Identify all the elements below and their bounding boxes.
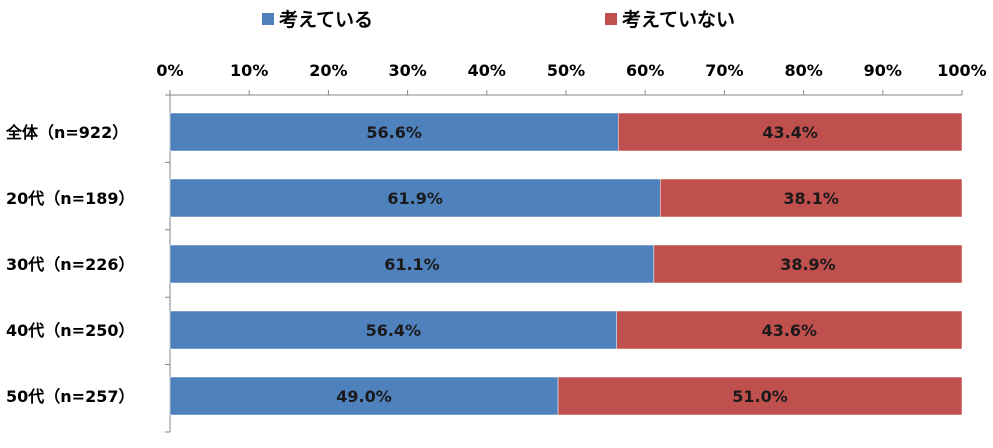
data-label: 43.4% <box>762 123 818 142</box>
x-tick-label: 0% <box>156 61 183 80</box>
data-label: 43.6% <box>762 321 818 340</box>
bar-segment-thinking <box>169 310 617 350</box>
x-tick-label: 40% <box>468 61 506 80</box>
data-label: 38.1% <box>783 189 839 208</box>
data-label: 38.9% <box>780 255 836 274</box>
legend-swatch-1 <box>262 13 274 25</box>
legend: 考えている 考えていない <box>262 9 735 31</box>
x-tick-label: 20% <box>309 61 347 80</box>
legend-label-1: 考えている <box>279 9 373 31</box>
legend-swatch-2 <box>605 13 617 25</box>
category-label: 30代（n=226） <box>6 255 134 274</box>
category-label: 50代（n=257） <box>6 387 134 406</box>
data-label: 56.4% <box>366 321 422 340</box>
data-label: 61.9% <box>387 189 443 208</box>
category-labels: 全体（n=922） 20代（n=189） 30代（n=226） 40代（n=250） 5… <box>5 123 134 406</box>
x-tick-label: 100% <box>937 61 986 80</box>
bar-segment-not-thinking <box>618 112 963 152</box>
x-tick-label: 90% <box>864 61 902 80</box>
bar-segment-thinking <box>169 112 619 152</box>
bars: 56.6% 43.4% 61.9% 38.1% 61.1% 38.9% 56.4% 43.6%… <box>169 112 963 416</box>
x-tick-label: 30% <box>388 61 426 80</box>
x-tick-label: 60% <box>626 61 664 80</box>
bar-segment-thinking <box>169 376 559 416</box>
legend-label-2: 考えていない <box>622 9 735 31</box>
data-label: 56.6% <box>366 123 422 142</box>
bar-segment-not-thinking <box>616 310 963 350</box>
x-tick-label: 10% <box>230 61 268 80</box>
data-label: 61.1% <box>384 255 440 274</box>
category-label: 全体（n=922） <box>5 123 128 142</box>
category-label: 20代（n=189） <box>6 189 134 208</box>
data-label: 51.0% <box>732 387 788 406</box>
data-label: 49.0% <box>336 387 392 406</box>
bar-segment-thinking <box>169 244 655 284</box>
bar-segment-not-thinking <box>659 178 963 218</box>
bar-segment-thinking <box>169 178 661 218</box>
category-label: 40代（n=250） <box>6 321 134 340</box>
x-tick-label: 80% <box>784 61 822 80</box>
x-tick-label: 70% <box>705 61 743 80</box>
x-axis-ticks: 0% 10% 20% 30% 40% 50% 60% 70% 80% 90% 100% <box>156 61 986 80</box>
bar-segment-not-thinking <box>557 376 963 416</box>
bar-segment-not-thinking <box>653 244 963 284</box>
x-tick-label: 50% <box>547 61 585 80</box>
